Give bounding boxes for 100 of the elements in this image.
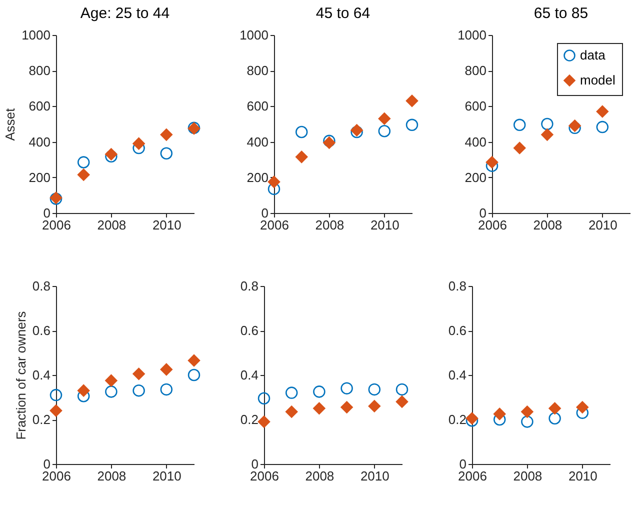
y-axis-title: Asset xyxy=(2,108,18,141)
point xyxy=(486,156,498,168)
y-tick-label: 600 xyxy=(28,98,50,114)
chart-title: 65 to 85 xyxy=(534,5,588,22)
point xyxy=(105,150,118,163)
x-tick-label: 2006 xyxy=(260,218,289,232)
y-tick-label: 600 xyxy=(246,98,268,114)
point xyxy=(378,112,391,125)
point xyxy=(340,401,353,414)
x-tick-label: 2008 xyxy=(305,468,334,484)
point xyxy=(268,176,280,188)
x-tick-label: 2010 xyxy=(568,468,598,484)
point xyxy=(513,118,526,132)
point xyxy=(378,125,391,138)
x-tick-label: 2010 xyxy=(152,218,182,232)
x-tick-label: 2010 xyxy=(152,468,182,484)
point xyxy=(77,168,90,181)
x-tick-label: 2008 xyxy=(533,218,562,232)
point xyxy=(285,406,298,418)
y-tick-label: 0.2 xyxy=(448,412,466,427)
y-tick-label: 0.8 xyxy=(448,278,466,294)
y-tick-label: 800 xyxy=(464,63,486,78)
x-tick-label: 2006 xyxy=(42,468,71,484)
y-tick-label: 0 xyxy=(479,206,486,220)
point xyxy=(521,406,534,418)
legend-label: model xyxy=(580,72,616,88)
x-tick-label: 2010 xyxy=(370,218,400,232)
point xyxy=(406,94,418,107)
point xyxy=(50,404,62,417)
y-tick-label: 0.2 xyxy=(32,412,50,427)
y-tick-label: 800 xyxy=(28,63,50,78)
y-tick-label: 0 xyxy=(43,456,50,472)
point xyxy=(188,368,200,382)
point xyxy=(285,386,298,399)
point xyxy=(188,354,200,367)
point xyxy=(368,400,381,412)
y-tick-label: 0.6 xyxy=(240,323,258,338)
point xyxy=(396,383,408,396)
point xyxy=(295,126,308,138)
point xyxy=(521,416,534,428)
y-tick-label: 0.8 xyxy=(240,278,258,294)
y-tick-label: 200 xyxy=(464,170,486,185)
x-tick-label: 2008 xyxy=(513,468,542,484)
x-tick-label: 2006 xyxy=(250,468,279,484)
point xyxy=(513,142,526,154)
point xyxy=(576,401,589,414)
chart-title: Age: 25 to 44 xyxy=(80,5,170,22)
point xyxy=(268,182,280,196)
point xyxy=(596,105,609,118)
y-tick-label: 1000 xyxy=(240,28,268,42)
point xyxy=(568,122,581,134)
point xyxy=(596,120,609,134)
point xyxy=(313,402,326,414)
point xyxy=(132,368,145,380)
point xyxy=(295,150,308,164)
y-tick-label: 0.6 xyxy=(448,323,466,338)
point xyxy=(340,382,353,394)
point xyxy=(541,128,554,141)
x-tick-label: 2006 xyxy=(458,468,487,484)
point xyxy=(160,147,173,160)
point xyxy=(105,374,118,387)
point xyxy=(258,392,270,404)
y-tick-label: 1000 xyxy=(458,28,486,42)
point xyxy=(406,118,418,132)
y-tick-label: 0.4 xyxy=(448,368,466,382)
point xyxy=(50,388,62,402)
x-tick-label: 2010 xyxy=(588,218,618,232)
x-tick-label: 2006 xyxy=(42,218,71,232)
x-tick-label: 2008 xyxy=(97,218,126,232)
point xyxy=(77,156,90,168)
y-tick-label: 0 xyxy=(251,456,258,472)
point xyxy=(396,396,408,408)
y-axis-title: Fraction of car owners xyxy=(13,310,28,440)
point xyxy=(548,412,561,425)
point xyxy=(258,416,270,428)
point xyxy=(132,384,145,397)
point xyxy=(548,402,561,414)
y-tick-label: 0 xyxy=(261,206,268,220)
y-tick-label: 800 xyxy=(246,63,268,78)
point xyxy=(493,408,506,420)
y-tick-label: 0.4 xyxy=(32,368,50,382)
y-tick-label: 0.2 xyxy=(240,412,258,427)
point xyxy=(160,128,173,141)
point xyxy=(313,386,326,398)
y-tick-label: 0.4 xyxy=(240,368,258,382)
y-tick-label: 400 xyxy=(246,134,268,150)
y-tick-label: 400 xyxy=(464,134,486,150)
point xyxy=(568,120,581,132)
y-tick-label: 200 xyxy=(28,170,50,185)
x-tick-label: 2008 xyxy=(97,468,126,484)
legend-label: data xyxy=(580,48,606,62)
x-tick-label: 2006 xyxy=(478,218,507,232)
y-tick-label: 400 xyxy=(28,134,50,150)
point xyxy=(132,137,145,150)
point xyxy=(160,383,173,396)
point xyxy=(77,384,90,397)
point xyxy=(105,386,118,398)
point xyxy=(160,363,173,376)
point xyxy=(541,118,554,130)
y-tick-label: 1000 xyxy=(22,28,50,42)
